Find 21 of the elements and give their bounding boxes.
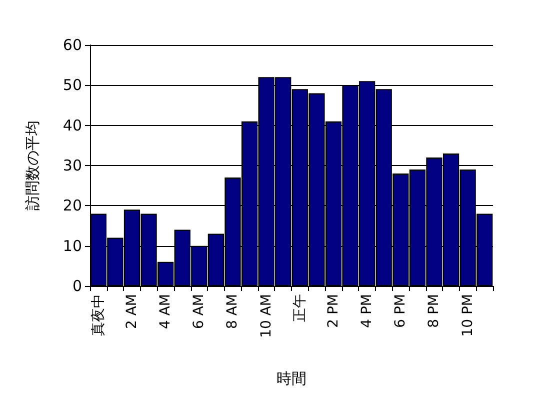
x-tick-label: 10 PM [460, 294, 476, 337]
x-tick-label: 8 AM [224, 294, 241, 330]
x-tick-label: 2 AM [124, 294, 140, 330]
x-tick-label: 6 AM [191, 294, 208, 330]
y-tick-label: 60 [62, 36, 82, 54]
y-tick-label: 50 [62, 76, 82, 94]
y-tick-label: 10 [62, 236, 82, 255]
x-tick-label: 10 AM [258, 294, 274, 338]
x-tick-label: 6 PM [392, 294, 409, 328]
x-tick-label: 真夜中 [90, 294, 106, 336]
x-tick-label: 2 PM [325, 294, 342, 328]
x-tick-label: 正午 [292, 294, 308, 322]
y-tick-label: 20 [62, 196, 82, 215]
y-tick-label: 40 [62, 116, 82, 134]
y-axis-title: 訪問数の平均 [24, 120, 42, 210]
x-tick-label: 4 AM [158, 294, 174, 330]
x-axis-title: 時間 [276, 370, 306, 388]
y-tick-label: 0 [72, 277, 82, 295]
x-tick-label: 4 PM [359, 294, 376, 328]
y-tick-label: 30 [62, 156, 82, 174]
x-tick-label: 8 PM [426, 294, 442, 328]
